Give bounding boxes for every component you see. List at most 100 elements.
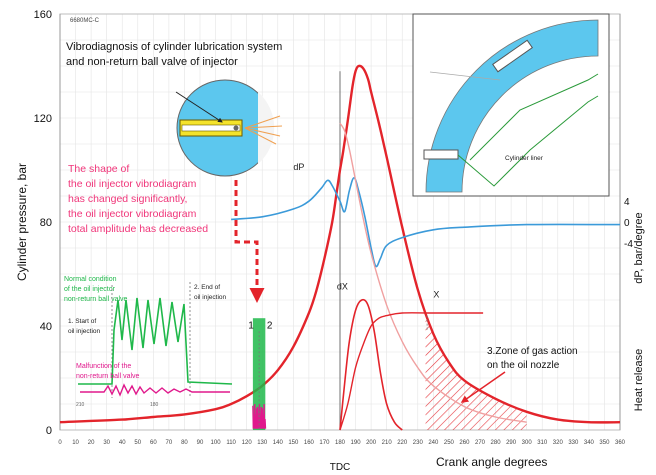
inset-end-label: 2. End of oil injection bbox=[194, 284, 227, 301]
x-tick-label-3: 30 bbox=[103, 440, 110, 446]
x-tick-label-16: 160 bbox=[304, 440, 315, 446]
x-tick-label-17: 170 bbox=[319, 440, 330, 446]
series-group bbox=[59, 64, 621, 431]
pink-note: The shape of the oil injector vibrodiagr… bbox=[68, 163, 208, 235]
x-tick-label-4: 40 bbox=[119, 440, 126, 446]
burst-marker-2: 2 bbox=[267, 321, 273, 332]
x-tick-label-22: 220 bbox=[397, 440, 408, 446]
x-tick-label-30: 300 bbox=[522, 440, 533, 446]
inset-normal-label: Normal condition of the oil injector non… bbox=[64, 276, 128, 303]
inset-start-label: 1. Start of oil injection bbox=[68, 318, 101, 335]
series-heat-release bbox=[339, 312, 484, 431]
x-tick-label-36: 360 bbox=[615, 440, 626, 446]
x-tick-label-21: 210 bbox=[382, 440, 393, 446]
series-pressure-reference bbox=[339, 122, 527, 423]
series-label-dp: dP bbox=[293, 162, 304, 172]
x-tick-label-2: 20 bbox=[88, 440, 95, 446]
series-heat-release-rate bbox=[339, 298, 403, 431]
x-tick-label-8: 80 bbox=[181, 440, 188, 446]
injector-burst-signal bbox=[252, 318, 267, 430]
x-tick-label-9: 90 bbox=[197, 440, 204, 446]
x-tick-label-24: 240 bbox=[428, 440, 439, 446]
x-tick-label-34: 340 bbox=[584, 440, 595, 446]
x-tick-label-14: 140 bbox=[273, 440, 284, 446]
liner-green-lines bbox=[469, 73, 599, 161]
x-tick-label-15: 150 bbox=[288, 440, 299, 446]
y-tick-label-right-1: 0 bbox=[624, 218, 630, 229]
inset-normal-line-2: of the oil injector bbox=[64, 286, 116, 293]
burst-green bbox=[252, 318, 266, 430]
liner-injector-top bbox=[492, 39, 534, 73]
x-tick-label-32: 320 bbox=[553, 440, 564, 446]
y-tick-label-right-2: -4 bbox=[624, 239, 633, 250]
x-tick-label-27: 270 bbox=[475, 440, 486, 446]
cylinder-liner-inset: Cylinder liner bbox=[412, 13, 610, 197]
zone-pointer-arrow bbox=[460, 371, 506, 403]
y-tick-labels-left: 0 40 80 120 160 bbox=[34, 9, 52, 437]
title-line-1: Vibrodiagnosis of cylinder lubrication s… bbox=[66, 41, 282, 53]
inset-axis-right-label: 180 bbox=[150, 402, 159, 408]
pink-note-line-4: the oil injector vibrodiagram bbox=[68, 208, 197, 220]
inset-malfunction-label: Malfunction of the non-return ball valve bbox=[76, 363, 140, 380]
malfunction-vibro-trace bbox=[80, 383, 230, 397]
y-tick-labels-right: 4 0 -4 bbox=[624, 197, 633, 250]
zone-label-line-1: 3.Zone of gas action bbox=[487, 346, 578, 357]
inset-malfunction-line-1: Malfunction of the bbox=[76, 363, 131, 370]
liner-green-lines-2 bbox=[457, 95, 599, 187]
inset-start-line-2: oil injection bbox=[68, 328, 101, 335]
series-cylinder-pressure bbox=[59, 64, 621, 424]
x-tdc-label: TDC bbox=[330, 462, 351, 473]
y-tick-label-left-0: 0 bbox=[46, 425, 52, 437]
injector-gap bbox=[258, 92, 275, 164]
y-axis-label-left: Cylinder pressure, bar bbox=[15, 163, 29, 281]
y-tick-label-left-3: 120 bbox=[34, 113, 52, 125]
gas-action-zone-shading bbox=[425, 311, 527, 430]
series-label-x: X bbox=[433, 289, 439, 299]
x-tick-label-26: 260 bbox=[459, 440, 470, 446]
x-tick-label-12: 120 bbox=[242, 440, 253, 446]
x-tick-labels: 0 10 20 30 40 50 60 70 80 90 100 110 120 130 140 150 160… bbox=[58, 440, 625, 446]
x-tick-label-35: 350 bbox=[599, 440, 610, 446]
liner-hint-line bbox=[429, 71, 501, 81]
oil-spray-lines bbox=[244, 115, 283, 145]
x-tick-label-1: 10 bbox=[72, 440, 79, 446]
normal-vibro-trace bbox=[78, 297, 233, 385]
liner-injector-left bbox=[423, 149, 459, 160]
x-tick-label-19: 190 bbox=[351, 440, 362, 446]
x-tick-label-28: 280 bbox=[491, 440, 502, 446]
x-tick-label-11: 110 bbox=[226, 440, 236, 446]
zone-label: 3.Zone of gas action on the oil nozzle bbox=[487, 346, 578, 371]
x-tick-label-10: 100 bbox=[211, 440, 222, 446]
x-tick-label-29: 290 bbox=[506, 440, 517, 446]
injector-nozzle-bore bbox=[181, 124, 241, 132]
inset-normal-line-3: non-return ball valve bbox=[64, 296, 128, 303]
y-axis-label-right-top: dP, bar/degree bbox=[633, 212, 645, 283]
x-tick-label-18: 180 bbox=[335, 440, 346, 446]
injector-pointer-arrow bbox=[175, 91, 223, 123]
pink-note-line-2: the oil injector vibrodiagram bbox=[68, 178, 197, 190]
inset-start-line-1: 1. Start of bbox=[68, 318, 96, 325]
injector-ball bbox=[233, 125, 239, 131]
inset-normal-line-1: Normal condition bbox=[64, 276, 117, 283]
burst-marker-1: 1 bbox=[248, 321, 254, 332]
liner-label: Cylinder liner bbox=[505, 155, 544, 162]
y-axis-label-right-bottom: Heat release bbox=[633, 349, 645, 411]
title-line-2: and non-return ball valve of injector bbox=[66, 56, 238, 68]
pink-note-line-1: The shape of bbox=[68, 163, 129, 175]
y-tick-label-left-1: 40 bbox=[40, 321, 52, 333]
figure-id: 6680MC-C bbox=[70, 18, 100, 24]
series-label-dx: dX bbox=[337, 282, 348, 292]
x-tick-label-31: 310 bbox=[537, 440, 548, 446]
x-tick-label-33: 330 bbox=[568, 440, 579, 446]
zone-label-line-2: on the oil nozzle bbox=[487, 360, 560, 371]
x-tick-label-0: 0 bbox=[58, 440, 62, 446]
red-dashed-arrow bbox=[234, 180, 265, 303]
y-tick-label-left-2: 80 bbox=[40, 217, 52, 229]
y-tick-label-right-0: 4 bbox=[624, 197, 630, 208]
x-tick-label-20: 200 bbox=[366, 440, 377, 446]
x-tick-label-13: 130 bbox=[257, 440, 268, 446]
inset-malfunction-line-2: non-return ball valve bbox=[76, 373, 140, 380]
x-axis-label: Crank angle degrees bbox=[436, 455, 547, 469]
inset-end-line-1: 2. End of bbox=[194, 284, 220, 291]
